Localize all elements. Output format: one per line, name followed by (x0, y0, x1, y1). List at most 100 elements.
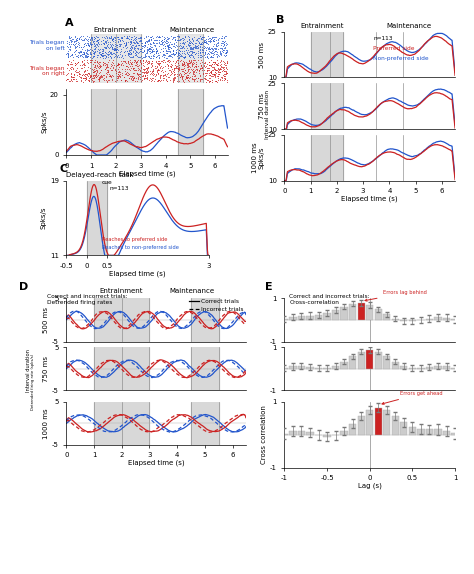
Point (210, 72, 217, 81)
Point (166, 75, 174, 84)
Point (111, 44, 119, 53)
Point (137, 59, 145, 68)
Point (184, 61, 192, 71)
X-axis label: Elapsed time (s): Elapsed time (s) (128, 460, 185, 467)
Point (86, 41, 93, 51)
Point (190, 47, 198, 56)
Point (148, 67, 156, 76)
Point (104, 57, 112, 66)
Point (72, 60, 79, 69)
Point (184, 73, 191, 82)
Point (219, 56, 227, 65)
Point (104, 67, 112, 76)
Point (101, 58, 109, 67)
Point (133, 42, 140, 51)
Y-axis label: 1000 ms: 1000 ms (43, 408, 49, 439)
Point (144, 72, 151, 82)
Point (196, 45, 204, 54)
Point (221, 44, 229, 53)
Point (136, 45, 144, 54)
Point (68, 72, 76, 82)
Point (91, 63, 98, 72)
Point (176, 69, 183, 79)
Point (191, 72, 198, 81)
Point (81, 33, 89, 42)
Point (73, 76, 80, 86)
Point (200, 61, 208, 70)
Point (126, 61, 134, 71)
Point (115, 32, 122, 41)
Point (163, 37, 171, 46)
Point (167, 70, 175, 79)
Bar (289, 366, 297, 369)
Point (144, 63, 152, 72)
Point (196, 63, 203, 72)
Point (220, 41, 228, 50)
Point (165, 55, 173, 64)
Point (203, 65, 211, 75)
Point (153, 46, 161, 56)
Point (176, 46, 183, 56)
Point (96, 72, 104, 82)
Point (87, 58, 95, 67)
Point (205, 35, 212, 44)
Point (203, 53, 210, 62)
Bar (357, 352, 365, 369)
Point (111, 44, 119, 53)
Point (195, 33, 202, 42)
Point (124, 33, 131, 42)
Point (101, 53, 109, 63)
Bar (392, 362, 399, 369)
Point (214, 38, 222, 48)
Point (203, 68, 211, 77)
Point (140, 42, 147, 51)
Point (89, 47, 97, 56)
Point (182, 68, 190, 77)
Point (118, 33, 126, 42)
Point (149, 37, 156, 46)
Point (167, 40, 175, 49)
Point (123, 61, 130, 71)
Point (90, 40, 97, 49)
Point (116, 41, 124, 51)
Point (174, 58, 182, 67)
Point (109, 56, 117, 65)
Point (90, 47, 98, 56)
Point (217, 61, 225, 71)
Point (91, 67, 98, 76)
Point (89, 68, 97, 77)
Point (80, 60, 88, 69)
Point (175, 45, 183, 55)
Point (138, 42, 146, 51)
Point (191, 57, 199, 67)
Point (137, 53, 144, 62)
Point (126, 32, 133, 41)
Point (80, 39, 88, 48)
Point (162, 43, 169, 52)
Point (156, 72, 164, 82)
Point (137, 72, 144, 82)
Point (96, 34, 103, 43)
Point (198, 63, 205, 72)
Point (213, 65, 221, 75)
Point (102, 42, 110, 51)
Point (95, 73, 103, 83)
Point (155, 37, 163, 46)
Point (192, 38, 200, 48)
Point (216, 46, 223, 56)
Point (155, 38, 163, 48)
Point (176, 49, 183, 58)
Point (131, 33, 139, 42)
Point (88, 35, 95, 44)
Point (83, 38, 91, 47)
Point (171, 36, 179, 45)
Point (148, 59, 156, 68)
Point (142, 57, 149, 66)
Point (126, 57, 134, 67)
Point (135, 60, 143, 69)
Point (156, 40, 164, 49)
Point (137, 59, 145, 68)
Point (190, 51, 197, 60)
Point (118, 32, 126, 41)
Point (134, 63, 142, 72)
